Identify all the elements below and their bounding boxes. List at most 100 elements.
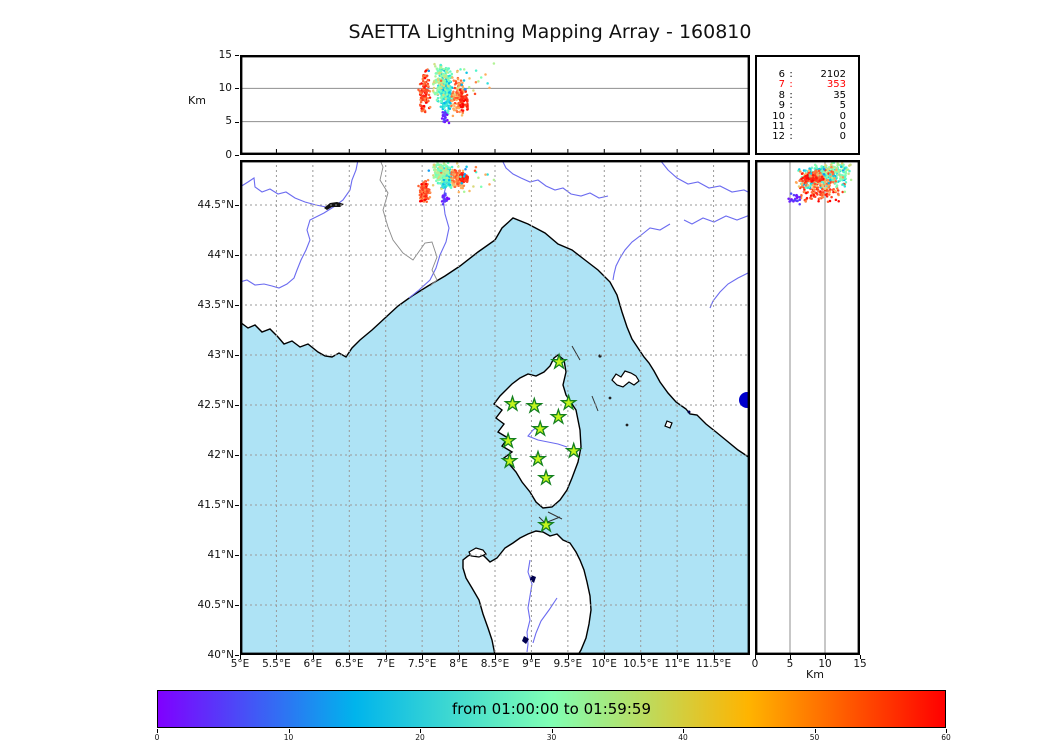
lon-tick-label: 7°E [376,658,395,670]
lat-tick-label: 44.5°N [197,198,234,211]
colorbar-tick [814,729,816,733]
lat-tick-label: 43.5°N [197,298,234,311]
island-giglio [664,420,673,429]
station-star [550,352,569,370]
stats-colon: : [789,89,793,101]
lon-tick [458,655,460,659]
lon-tick-label: 10.5°E [623,658,659,670]
lat-tick [235,605,239,606]
lat-tick [235,205,239,206]
top-panel-y-tick-label: 15 [218,48,232,61]
top-panel-tick [235,121,239,123]
stats-colon: : [789,100,793,112]
colorbar-tick [683,729,684,733]
figure-title: SAETTA Lightning Mapping Array - 160810 [348,21,752,43]
lon-tick [276,655,278,659]
lon-tick-label: 8°E [449,658,468,670]
station-star [525,396,544,414]
right-panel-x-tick-label: 0 [751,658,759,670]
stats-row: 8: 35 [757,89,858,101]
stats-colon: : [789,131,793,143]
station-star [500,451,519,469]
lon-tick-label: 8.5°E [480,658,510,670]
lon-tick-label: 7.5°E [407,658,437,670]
map-gridlines [240,160,750,655]
top-panel-tick [235,55,239,56]
lat-tick [235,505,239,506]
top-panel-gridlines [240,87,750,123]
country-border [379,160,438,287]
stats-level: 10 [772,110,785,122]
lat-tick [235,355,239,356]
stats-colon: : [789,69,793,80]
station-star [536,468,556,486]
stats-count: 0 [839,121,846,133]
lat-tick-label: 44°N [207,248,234,261]
top-panel-tickmarks [240,149,715,153]
stats-level: 7 [778,79,785,91]
stats-level: 11 [772,121,785,133]
right-panel-tick [825,655,826,659]
lat-tick-label: 43°N [207,348,234,361]
lon-tick [349,655,351,659]
colorbar-tick-label: 50 [809,733,820,742]
colorbar-tick [157,729,158,733]
station-star [499,431,518,449]
lon-tick-label: 6°E [303,658,323,670]
lon-tick [240,655,241,659]
right-panel-tick [755,655,756,659]
lon-tick [567,655,569,659]
top-panel-tick [235,88,239,90]
lon-tick-label: 10°E [591,658,617,670]
right-panel-tick [790,655,791,659]
colorbar-tick-label: 40 [678,733,688,742]
top-panel-y-tick-label: 5 [225,115,232,128]
map-scatter [417,160,496,206]
colorbar-tick [420,729,421,733]
top-panel-y-tick-label: 0 [225,148,232,161]
lon-tick [385,655,387,659]
lon-tick [713,655,715,659]
stats-colon: : [789,121,793,133]
right-panel-x-tick-label: 10 [818,658,832,670]
top-panel-tick [235,155,239,156]
colorbar-tick-label: 20 [415,733,425,742]
colorbar-tick-label: 0 [154,733,160,742]
right-panel-tick [860,655,861,659]
lon-tick-label: 9°E [522,658,541,670]
map-panel [240,160,750,655]
stats-count: 2102 [820,69,846,80]
stats-level: 9 [778,100,785,112]
station-star [503,394,522,412]
stats-count: 0 [839,131,846,143]
stats-colon: : [789,110,793,122]
station-star [531,419,550,437]
lat-tick [235,555,239,556]
island-elba [611,370,640,388]
lon-tick-label: 5.5°E [262,658,291,670]
lat-tick [235,655,239,656]
right-panel-x-tick-label: 15 [853,658,867,670]
colorbar-tick [551,729,553,733]
lon-tick [604,655,606,659]
right-panel-gridlines [789,160,826,655]
stats-row: 10: 0 [757,110,858,122]
lon-tick-label: 5°E [230,658,250,670]
lat-tick-label: 41.5°N [197,498,234,511]
stats-level: 8 [778,89,785,101]
stats-count: 35 [833,89,846,101]
stats-count: 5 [839,100,846,112]
lat-tick [235,405,239,406]
lat-tick-label: 40°N [207,648,234,661]
lon-tick [422,655,424,659]
colorbar-tick-label: 10 [283,733,294,742]
lon-tick-label: 11.5°E [695,658,732,670]
lat-tick [235,255,239,256]
right-altitude-panel [755,160,860,655]
stats-row: 6: 2102 [757,69,858,80]
colorbar-tick [288,729,290,733]
colorbar-label: from 01:00:00 to 01:59:59 [451,700,651,718]
right-panel-x-tick-label: 5 [786,658,794,670]
lat-tick [235,305,239,306]
colorbar-tick-label: 30 [546,733,557,742]
